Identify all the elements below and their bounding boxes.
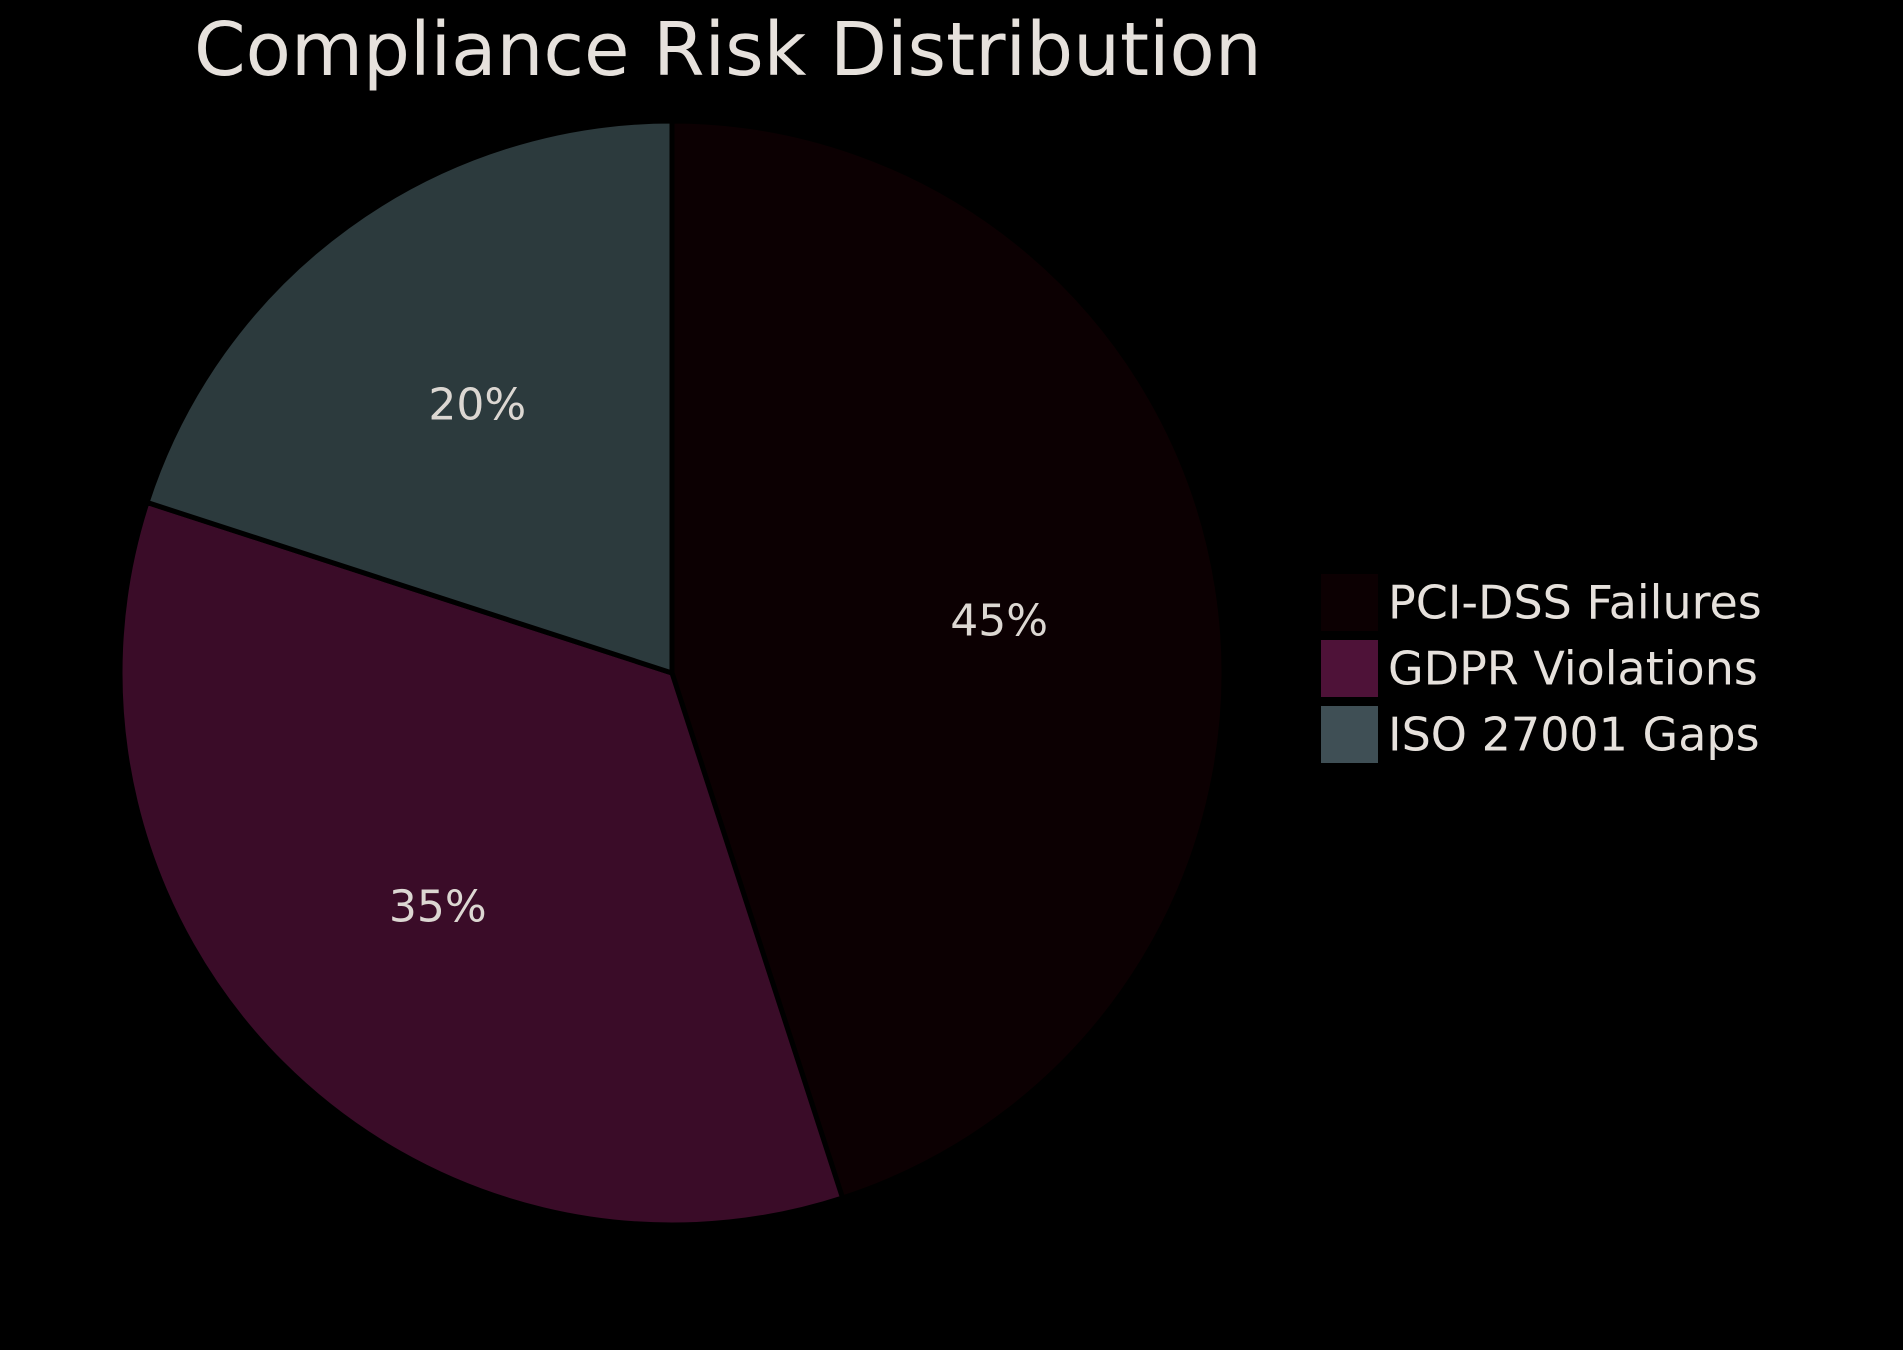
legend-swatch-iso-27001-gaps [1321, 706, 1378, 763]
pie-slice-label-gdpr-violations: 35% [389, 882, 487, 933]
legend-label-gdpr-violations: GDPR Violations [1388, 642, 1758, 696]
legend-swatch-pci-dss-failures [1321, 574, 1378, 631]
pie-slice-gdpr-violations [117, 499, 846, 1228]
legend: PCI-DSS Failures GDPR Violations ISO 27001… [1321, 574, 1762, 763]
legend-swatch-gdpr-violations [1321, 640, 1378, 697]
legend-label-pci-dss-failures: PCI-DSS Failures [1388, 576, 1762, 630]
pie-slice-label-pci-dss-failures: 45% [950, 596, 1048, 647]
legend-label-iso-27001-gaps: ISO 27001 Gaps [1388, 708, 1760, 762]
pie-slices [117, 118, 1227, 1228]
pie-slice-label-iso-27001-gaps: 20% [428, 380, 526, 431]
pie-slice-pci-dss-failures [669, 118, 1227, 1201]
pie-slice-iso-27001-gaps [144, 118, 675, 676]
pie-slice-labels: 45% 35% 20% [389, 380, 1048, 933]
chart-title: Compliance Risk Distribution [194, 7, 1262, 93]
